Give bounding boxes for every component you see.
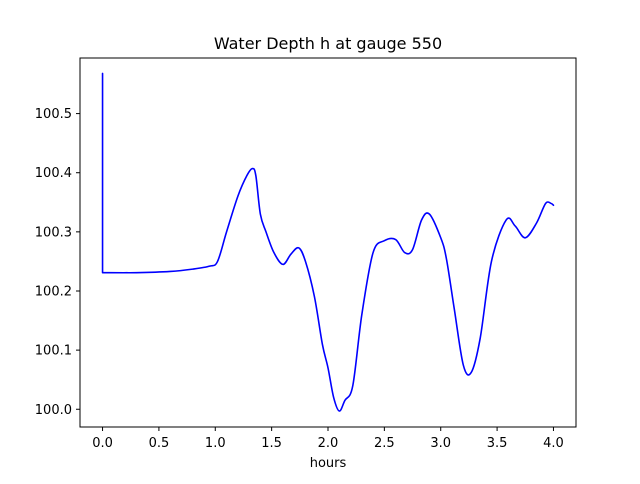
x-tick-label: 0.0	[92, 436, 113, 451]
y-tick-label: 100.1	[35, 344, 72, 359]
x-axis-label: hours	[310, 456, 347, 471]
y-tick-label: 100.2	[35, 284, 72, 299]
x-tick-label: 2.5	[374, 436, 395, 451]
y-tick-label: 100.4	[35, 166, 72, 181]
chart-title: Water Depth h at gauge 550	[214, 34, 442, 53]
x-tick-label: 4.0	[543, 436, 564, 451]
y-tick-label: 100.3	[35, 225, 72, 240]
y-axis: 100.0 100.1 100.2 100.3 100.4 100.5	[35, 107, 80, 418]
x-axis: 0.0 0.5 1.0 1.5 2.0 2.5 3.0 3.5 4.0	[92, 427, 564, 451]
plot-area	[101, 72, 555, 412]
x-tick-label: 3.5	[487, 436, 508, 451]
x-tick-label: 0.5	[149, 436, 170, 451]
y-tick-label: 100.5	[35, 107, 72, 122]
x-tick-label: 1.0	[205, 436, 226, 451]
x-tick-label: 2.0	[318, 436, 339, 451]
series-line	[101, 72, 555, 412]
x-tick-label: 3.0	[430, 436, 451, 451]
y-tick-label: 100.0	[35, 403, 72, 418]
x-tick-label: 1.5	[261, 436, 282, 451]
